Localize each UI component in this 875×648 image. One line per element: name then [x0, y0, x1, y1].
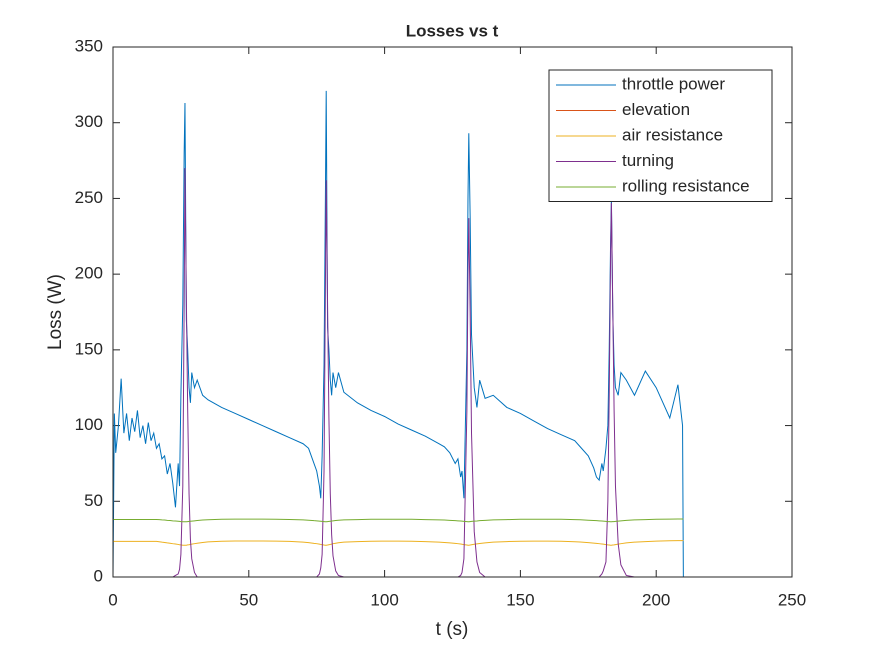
legend: throttle power elevation air resistance tur…	[548, 69, 773, 202]
y-tick-label: 350	[75, 36, 103, 55]
y-tick-label: 150	[75, 339, 103, 358]
legend-label: air resistance	[622, 125, 723, 144]
legend-label: turning	[622, 151, 674, 170]
axes-box	[112, 46, 793, 578]
x-tick-label: 150	[506, 590, 534, 609]
y-tick-label: 50	[84, 491, 103, 510]
series-line	[113, 90, 684, 577]
y-tick-label: 300	[75, 112, 103, 131]
series-line	[113, 540, 684, 546]
x-tick-label: 50	[239, 590, 258, 609]
legend-label: throttle power	[622, 74, 725, 93]
x-tick-label: 200	[642, 590, 670, 609]
y-tick-label: 250	[75, 188, 103, 207]
y-tick-label: 0	[94, 566, 103, 585]
y-tick-label: 200	[75, 264, 103, 283]
y-axis-label: Loss (W)	[45, 274, 66, 350]
x-tick-label: 100	[370, 590, 398, 609]
legend-label: rolling resistance	[622, 176, 750, 195]
chart-title: Losses vs t	[406, 21, 499, 40]
x-axis-label: t (s)	[436, 619, 469, 640]
series-line	[113, 518, 684, 523]
legend-label: elevation	[622, 100, 690, 119]
series-line	[113, 168, 684, 577]
y-tick-label: 100	[75, 415, 103, 434]
x-tick-label: 0	[108, 590, 117, 609]
x-tick-label: 250	[778, 590, 806, 609]
